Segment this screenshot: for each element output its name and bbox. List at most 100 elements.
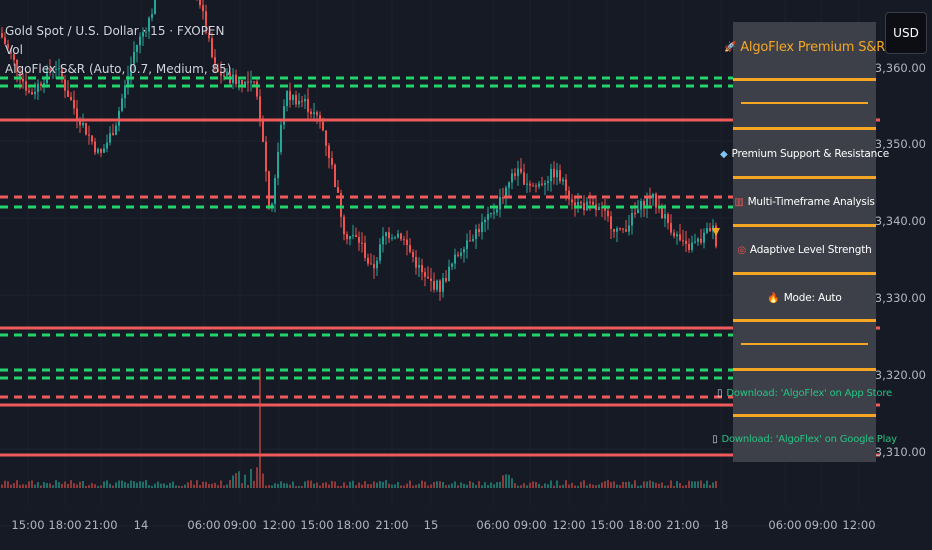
candle-body (334, 164, 336, 188)
candle-body (676, 234, 678, 237)
volume-bar (649, 480, 651, 488)
volume-bar (646, 481, 648, 488)
candle-body (673, 232, 675, 237)
candle-body (469, 240, 471, 242)
candle-body (586, 201, 588, 211)
volume-bar (505, 474, 507, 488)
volume-bar (436, 481, 438, 488)
volume-bar (145, 480, 147, 488)
price-tick-label: 3,310.00 (875, 445, 926, 459)
candle-body (217, 67, 219, 72)
volume-bar (100, 485, 102, 488)
currency-button[interactable]: USD (885, 12, 927, 54)
volume-bar (547, 484, 549, 488)
volume-bar (274, 483, 276, 488)
volume-bar (562, 484, 564, 488)
volume-bar (463, 483, 465, 488)
volume-bar (493, 484, 495, 488)
google-play-download-link[interactable]: ▯ Download: 'AlgoFlex' on Google Play (712, 418, 897, 460)
candle-body (28, 90, 30, 93)
link-label: Download: 'AlgoFlex' on App Store (726, 387, 892, 399)
volume-bar (361, 484, 363, 488)
rocket-icon: 🚀 (723, 41, 737, 53)
candle-body (460, 252, 462, 256)
volume-bar (631, 484, 633, 488)
chart-icon: ▥ (734, 196, 744, 208)
volume-bar (460, 482, 462, 488)
panel-title: 🚀 AlgoFlex Premium S&R (724, 22, 885, 72)
volume-bar (535, 481, 537, 488)
volume-bar (520, 485, 522, 488)
candle-body (664, 214, 666, 219)
volume-bar (127, 483, 129, 488)
volume-bar (409, 480, 411, 488)
volume-bar (559, 485, 561, 488)
panel-separator (741, 102, 868, 104)
volume-bar (316, 482, 318, 488)
chart-legend: Gold Spot / U.S. Dollar · 15 · FXOPEN Vo… (5, 22, 231, 79)
candle-body (130, 64, 132, 77)
indicator-label[interactable]: AlgoFlex S&R (Auto, 0.7, Medium, 85) (5, 62, 232, 76)
volume-bar (283, 483, 285, 488)
volume-bar (355, 485, 357, 488)
price-tick-label: 3,340.00 (875, 214, 926, 228)
time-tick-label: 15:00 (300, 518, 333, 532)
candle-body (538, 183, 540, 187)
symbol-title[interactable]: Gold Spot / U.S. Dollar · 15 · FXOPEN (5, 24, 225, 38)
volume-bar (88, 485, 90, 488)
volume-bar (607, 480, 609, 488)
candle-body (253, 81, 255, 83)
volume-bar (52, 485, 54, 488)
candle-body (250, 81, 252, 83)
volume-bar (403, 485, 405, 488)
candle-body (541, 183, 543, 185)
candle-body (202, 5, 204, 12)
volume-label[interactable]: Vol (5, 43, 23, 57)
volume-bar (400, 485, 402, 488)
candle-body (205, 11, 207, 33)
candle-body (232, 74, 234, 84)
candle-body (109, 133, 111, 143)
candle-body (415, 257, 417, 268)
volume-bar (367, 484, 369, 488)
time-tick-label: 09:00 (804, 518, 837, 532)
volume-bar (499, 481, 501, 488)
volume-bar (307, 480, 309, 488)
candle-body (268, 171, 270, 209)
candle-body (118, 110, 120, 126)
panel-separator (733, 78, 876, 81)
volume-bar (445, 485, 447, 488)
volume-bar (412, 485, 414, 488)
candle-body (619, 228, 621, 230)
volume-bar (424, 481, 426, 488)
candle-body (208, 32, 210, 39)
candle-body (274, 178, 276, 204)
algoflex-info-panel: 🚀 AlgoFlex Premium S&R ◆ Premium Support &… (712, 22, 897, 462)
volume-bar (382, 481, 384, 488)
volume-bar (523, 483, 525, 488)
candle-body (565, 179, 567, 191)
volume-bar (16, 480, 18, 488)
time-tick-label: 06:00 (187, 518, 220, 532)
volume-bar (430, 484, 432, 488)
volume-bar (220, 480, 222, 488)
volume-bar (28, 481, 30, 488)
candle-body (433, 280, 435, 290)
volume-bar (310, 480, 312, 488)
candle-body (352, 235, 354, 237)
volume-bar (37, 482, 39, 488)
volume-bar (439, 481, 441, 488)
volume-bar (364, 481, 366, 488)
volume-bar (415, 484, 417, 488)
candle-body (4, 37, 6, 45)
volume-bar (469, 481, 471, 488)
target-icon: ◎ (737, 244, 746, 256)
app-store-download-link[interactable]: ▯ Download: 'AlgoFlex' on App Store (717, 372, 892, 414)
volume-bar (538, 483, 540, 488)
candle-body (277, 152, 279, 179)
candle-body (514, 173, 516, 176)
volume-bar (256, 467, 258, 488)
volume-bar (55, 480, 57, 488)
volume-bar (421, 480, 423, 488)
volume-bar (193, 484, 195, 488)
